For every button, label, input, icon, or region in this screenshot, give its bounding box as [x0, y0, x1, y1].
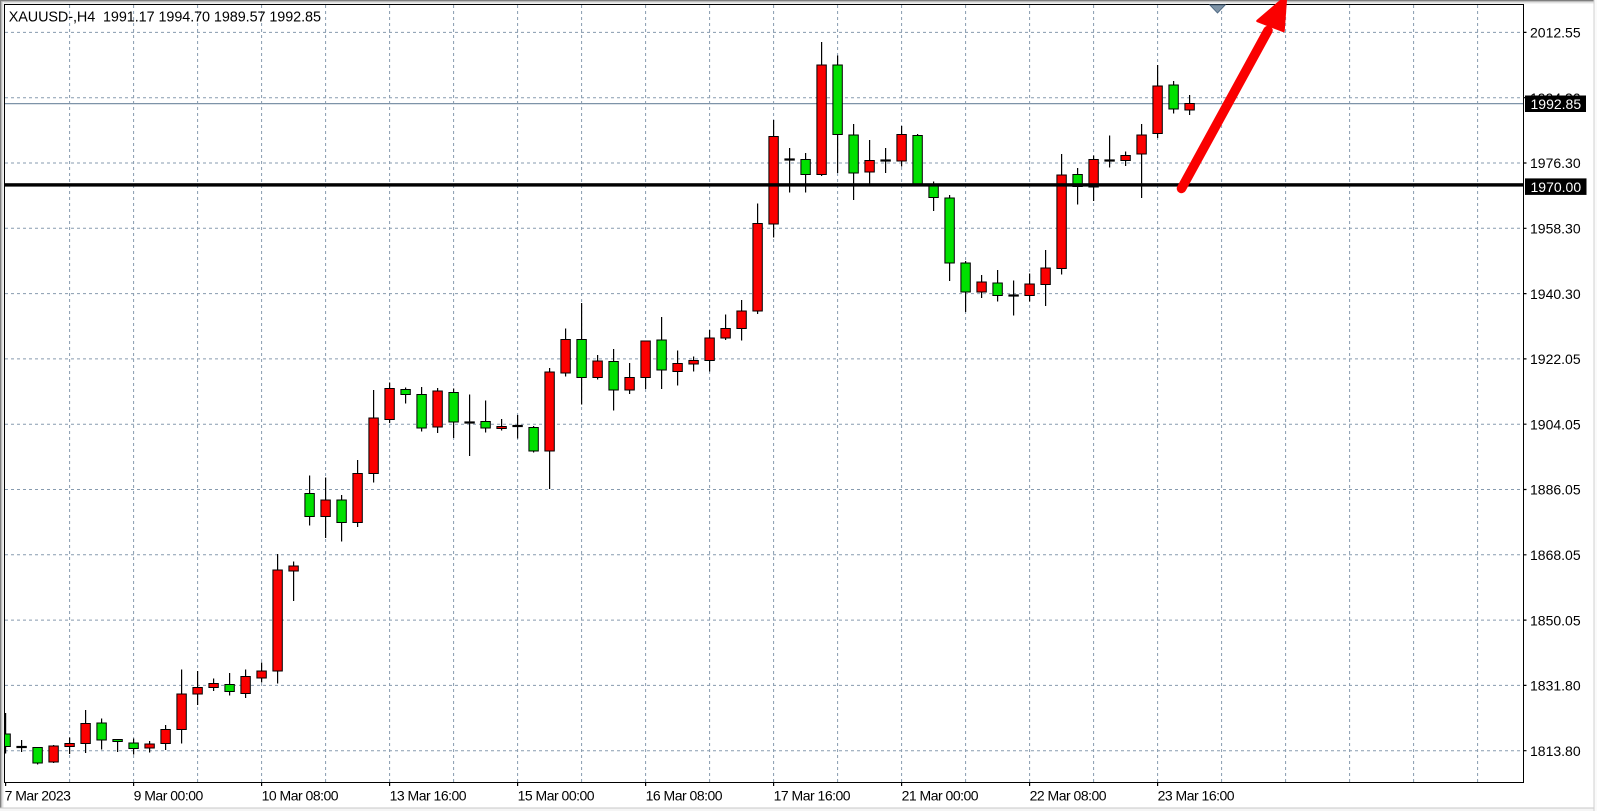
svg-text:21 Mar 00:00: 21 Mar 00:00 [902, 787, 979, 803]
svg-text:1970.00: 1970.00 [1531, 179, 1582, 195]
svg-text:XAUUSD-,H4 1991.17 1994.70 19: XAUUSD-,H4 1991.17 1994.70 1989.57 1992.… [9, 10, 321, 26]
svg-text:1904.05: 1904.05 [1530, 416, 1581, 432]
svg-text:1992.85: 1992.85 [1531, 96, 1582, 112]
svg-text:13 Mar 16:00: 13 Mar 16:00 [390, 787, 467, 803]
svg-text:17 Mar 16:00: 17 Mar 16:00 [774, 787, 851, 803]
svg-text:22 Mar 08:00: 22 Mar 08:00 [1030, 787, 1107, 803]
svg-text:9 Mar 00:00: 9 Mar 00:00 [134, 787, 204, 803]
svg-text:1922.05: 1922.05 [1530, 351, 1581, 367]
svg-text:2012.55: 2012.55 [1530, 25, 1581, 41]
svg-text:1940.30: 1940.30 [1530, 286, 1581, 302]
svg-text:7 Mar 2023: 7 Mar 2023 [5, 787, 72, 803]
svg-text:1813.80: 1813.80 [1530, 743, 1581, 759]
svg-text:1831.80: 1831.80 [1530, 678, 1581, 694]
svg-text:10 Mar 08:00: 10 Mar 08:00 [262, 787, 339, 803]
svg-text:15 Mar 00:00: 15 Mar 00:00 [518, 787, 595, 803]
svg-text:1886.05: 1886.05 [1530, 482, 1581, 498]
svg-text:23 Mar 16:00: 23 Mar 16:00 [1158, 787, 1235, 803]
svg-text:16 Mar 08:00: 16 Mar 08:00 [646, 787, 723, 803]
svg-text:1868.05: 1868.05 [1530, 547, 1581, 563]
svg-text:1958.30: 1958.30 [1530, 221, 1581, 237]
svg-text:1976.30: 1976.30 [1530, 155, 1581, 171]
svg-text:1850.05: 1850.05 [1530, 612, 1581, 628]
